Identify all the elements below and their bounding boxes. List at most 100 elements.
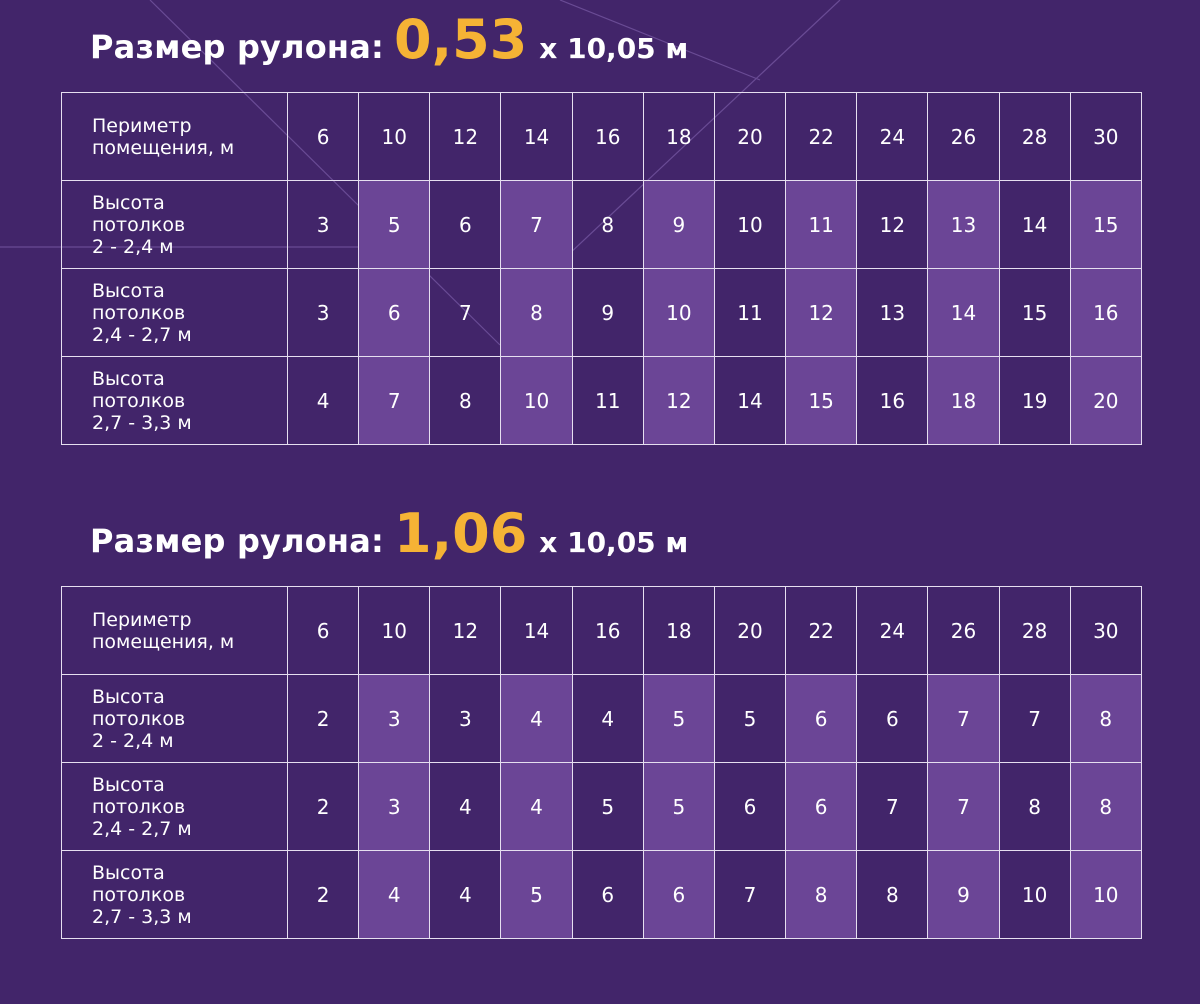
perimeter-value: 24 — [856, 92, 929, 181]
rolls-count-cell: 8 — [1069, 674, 1142, 763]
rolls-count-cell: 14 — [998, 180, 1071, 269]
rolls-count-cell: 9 — [642, 180, 715, 269]
label-line: помещения, м — [92, 136, 235, 159]
rolls-count-cell: 10 — [998, 850, 1071, 939]
label-line: 2,4 - 2,7 м — [92, 323, 192, 346]
perimeter-value: 20 — [713, 586, 787, 675]
rolls-count-cell: 4 — [500, 762, 573, 851]
rolls-count-cell: 5 — [642, 674, 715, 763]
roll-length-value: х 10,05 м — [539, 526, 689, 559]
rolls-count-cell: 8 — [500, 268, 573, 357]
rolls-count-cell: 7 — [429, 268, 502, 357]
perimeter-value: 12 — [429, 586, 502, 675]
rolls-count-cell: 9 — [927, 850, 1000, 939]
rolls-count-cell: 3 — [429, 674, 502, 763]
perimeter-value: 14 — [500, 92, 573, 181]
perimeter-value: 24 — [856, 586, 929, 675]
ceiling-height-label: Высота потолков 2,7 - 3,3 м — [61, 356, 288, 445]
rolls-count-cell: 7 — [358, 356, 431, 445]
header-row: Периметр помещения, м 6 10 12 14 16 18 20 22 24 26 2… — [61, 92, 1142, 181]
rolls-count-cell: 7 — [998, 674, 1071, 763]
table-row: Высота потолков 2 - 2,4 м 3 5 6 7 8 9 10 11 12 13 14 1… — [61, 180, 1142, 269]
rolls-count-cell: 18 — [927, 356, 1000, 445]
perimeter-value: 14 — [500, 586, 573, 675]
rolls-count-cell: 6 — [785, 762, 858, 851]
perimeter-value: 20 — [713, 92, 787, 181]
perimeter-value: 18 — [642, 586, 715, 675]
rolls-count-cell: 10 — [642, 268, 715, 357]
rolls-count-cell: 8 — [856, 850, 929, 939]
perimeter-value: 6 — [286, 586, 360, 675]
rolls-count-cell: 16 — [1069, 268, 1142, 357]
rolls-count-cell: 11 — [785, 180, 858, 269]
label-line: потолков — [92, 301, 186, 324]
header-row: Периметр помещения, м 6 10 12 14 16 18 20 22 24 26 2… — [61, 586, 1142, 675]
label-line: 2,7 - 3,3 м — [92, 411, 192, 434]
label-line: 2 - 2,4 м — [92, 235, 174, 258]
rolls-count-cell: 8 — [785, 850, 858, 939]
perimeter-value: 22 — [785, 92, 858, 181]
rolls-count-cell: 4 — [500, 674, 573, 763]
rolls-count-cell: 8 — [1069, 762, 1142, 851]
rolls-count-cell: 2 — [286, 674, 360, 763]
label-line: 2,4 - 2,7 м — [92, 817, 192, 840]
rolls-count-cell: 13 — [856, 268, 929, 357]
rolls-count-cell: 8 — [998, 762, 1071, 851]
perimeter-value: 16 — [571, 586, 644, 675]
rolls-count-cell: 14 — [927, 268, 1000, 357]
rolls-count-cell: 12 — [785, 268, 858, 357]
section-title-1: Размер рулона: 0,53 х 10,05 м — [90, 8, 688, 88]
label-line: потолков — [92, 883, 186, 906]
ceiling-height-label: Высота потолков 2 - 2,4 м — [61, 674, 288, 763]
rolls-count-cell: 5 — [642, 762, 715, 851]
ceiling-height-label: Высота потолков 2,7 - 3,3 м — [61, 850, 288, 939]
rolls-count-cell: 3 — [358, 762, 431, 851]
label-line: Высота — [92, 773, 165, 796]
label-line: Высота — [92, 861, 165, 884]
rolls-count-cell: 6 — [713, 762, 787, 851]
rolls-count-cell: 5 — [358, 180, 431, 269]
rolls-count-cell: 2 — [286, 850, 360, 939]
rolls-count-cell: 15 — [785, 356, 858, 445]
label-line: Периметр — [92, 608, 192, 631]
label-line: 2 - 2,4 м — [92, 729, 174, 752]
rolls-count-cell: 6 — [358, 268, 431, 357]
label-line: Высота — [92, 279, 165, 302]
rolls-count-cell: 15 — [1069, 180, 1142, 269]
title-prefix: Размер рулона: — [90, 28, 385, 66]
ceiling-height-label: Высота потолков 2,4 - 2,7 м — [61, 268, 288, 357]
rolls-count-cell: 7 — [927, 674, 1000, 763]
rolls-count-cell: 12 — [856, 180, 929, 269]
rolls-count-cell: 7 — [500, 180, 573, 269]
rolls-count-cell: 4 — [429, 850, 502, 939]
perimeter-label: Периметр помещения, м — [61, 92, 288, 181]
rolls-count-cell: 8 — [571, 180, 644, 269]
roll-length-value: х 10,05 м — [539, 32, 689, 65]
label-line: Высота — [92, 367, 165, 390]
perimeter-label: Периметр помещения, м — [61, 586, 288, 675]
rolls-count-cell: 5 — [713, 674, 787, 763]
label-line: потолков — [92, 213, 186, 236]
rolls-count-cell: 6 — [642, 850, 715, 939]
rolls-count-cell: 10 — [1069, 850, 1142, 939]
label-line: Высота — [92, 191, 165, 214]
perimeter-value: 28 — [998, 92, 1071, 181]
perimeter-value: 26 — [927, 92, 1000, 181]
perimeter-value: 30 — [1069, 586, 1142, 675]
label-line: потолков — [92, 707, 186, 730]
rolls-count-cell: 8 — [429, 356, 502, 445]
rolls-count-cell: 4 — [571, 674, 644, 763]
title-prefix: Размер рулона: — [90, 522, 385, 560]
rolls-count-cell: 20 — [1069, 356, 1142, 445]
rolls-count-cell: 16 — [856, 356, 929, 445]
rolls-count-cell: 9 — [571, 268, 644, 357]
rolls-count-cell: 12 — [642, 356, 715, 445]
rolls-count-cell: 11 — [713, 268, 787, 357]
rolls-count-cell: 14 — [713, 356, 787, 445]
rolls-count-cell: 4 — [358, 850, 431, 939]
rolls-count-cell: 7 — [856, 762, 929, 851]
rolls-count-cell: 15 — [998, 268, 1071, 357]
rolls-count-cell: 6 — [429, 180, 502, 269]
table-row: Высота потолков 2,7 - 3,3 м 2 4 4 5 6 6 7 8 8 9 10 10 — [61, 850, 1142, 939]
